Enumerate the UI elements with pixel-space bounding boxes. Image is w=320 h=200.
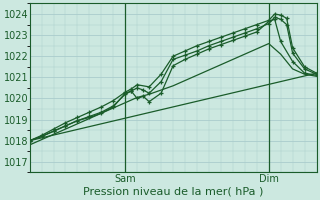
X-axis label: Pression niveau de la mer( hPa ): Pression niveau de la mer( hPa )	[83, 187, 263, 197]
